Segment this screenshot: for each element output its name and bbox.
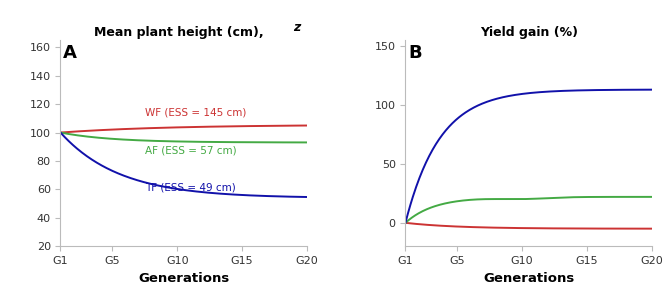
Text: AF (ESS = 57 cm): AF (ESS = 57 cm) [144, 146, 237, 156]
X-axis label: Generations: Generations [483, 272, 575, 285]
Text: z: z [294, 21, 301, 34]
Text: WF (ESS = 145 cm): WF (ESS = 145 cm) [144, 107, 246, 117]
Title: Mean plant height (cm),  : Mean plant height (cm), [95, 26, 273, 39]
X-axis label: Generations: Generations [138, 272, 229, 285]
Text: TF (ESS = 49 cm): TF (ESS = 49 cm) [144, 183, 235, 193]
Text: B: B [408, 44, 421, 62]
Text: A: A [63, 44, 77, 62]
Title: Yield gain (%): Yield gain (%) [480, 26, 578, 39]
